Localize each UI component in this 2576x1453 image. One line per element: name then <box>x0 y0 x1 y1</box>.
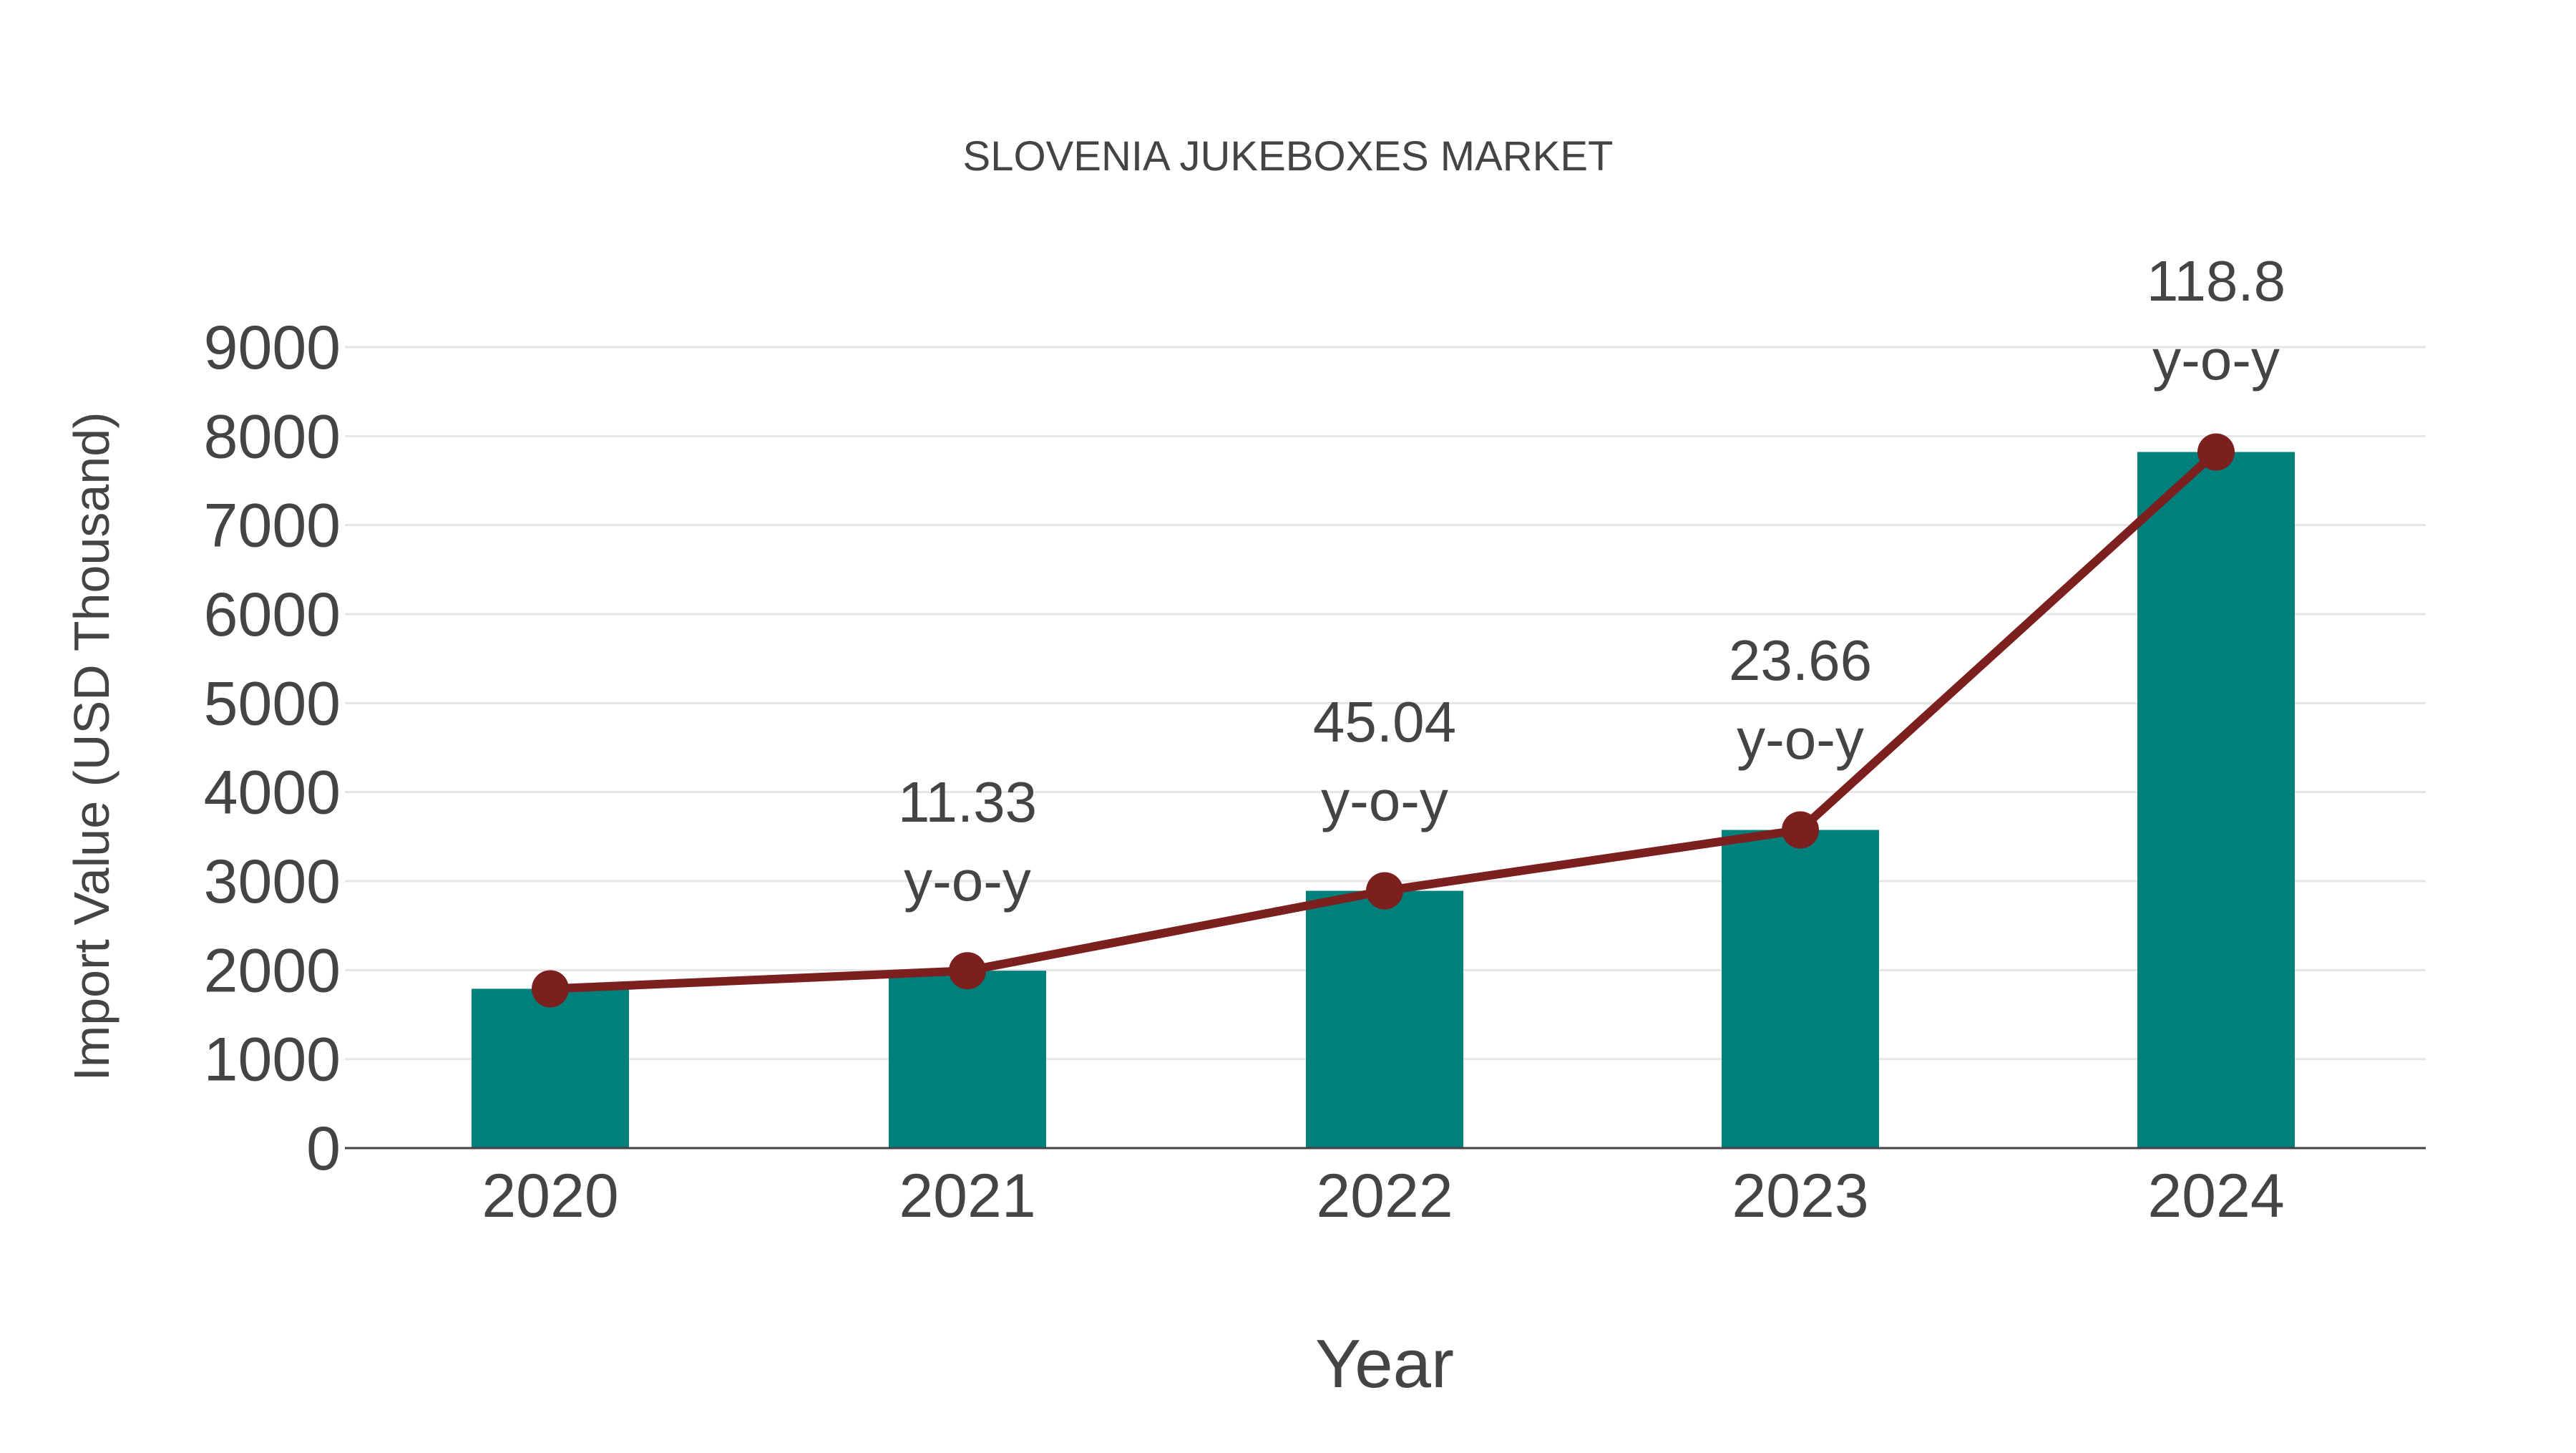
y-tick-label: 0 <box>306 1114 341 1183</box>
y-tick-label: 8000 <box>204 402 341 471</box>
x-tick-label: 2024 <box>2147 1162 2284 1230</box>
x-axis-ticks: 2020 2021 2022 2023 2024 <box>482 1162 2284 1230</box>
y-tick-label: 6000 <box>204 580 341 649</box>
yoy-value: 45.04 <box>1313 690 1456 754</box>
yoy-suffix: y-o-y <box>2152 328 2280 392</box>
trend-marker <box>2197 433 2235 471</box>
gridlines <box>345 346 2426 1061</box>
trend-marker <box>1782 811 1819 849</box>
yoy-suffix: y-o-y <box>1737 707 1864 771</box>
bar-2023 <box>1722 830 1879 1148</box>
trend-marker <box>532 970 569 1008</box>
y-tick-label: 2000 <box>204 936 341 1005</box>
trend-line <box>532 433 2235 1008</box>
trend-marker <box>1366 872 1403 910</box>
y-axis-ticks: 0 1000 2000 3000 4000 5000 6000 7000 8000 9000 <box>204 314 341 1183</box>
x-tick-label: 2021 <box>899 1162 1035 1230</box>
x-tick-label: 2023 <box>1732 1162 1868 1230</box>
y-axis-label: Import Value (USD Thousand) <box>64 412 119 1081</box>
yoy-value: 118.8 <box>2147 249 2285 313</box>
y-tick-label: 9000 <box>204 314 341 382</box>
bar-2022 <box>1306 890 1463 1148</box>
x-tick-label: 2020 <box>482 1162 618 1230</box>
yoy-value: 23.66 <box>1729 628 1872 692</box>
bars <box>472 452 2295 1148</box>
bar-2021 <box>889 971 1046 1148</box>
y-tick-label: 1000 <box>204 1026 341 1094</box>
trend-marker <box>949 952 986 990</box>
yoy-value: 11.33 <box>898 770 1037 834</box>
bar-2024 <box>2137 452 2295 1148</box>
yoy-suffix: y-o-y <box>1321 769 1448 832</box>
y-tick-label: 4000 <box>204 759 341 827</box>
yoy-annotations: 11.33 y-o-y 45.04 y-o-y 23.66 y-o-y 118.8 y-o-y <box>898 249 2285 913</box>
x-tick-label: 2022 <box>1316 1162 1453 1230</box>
y-tick-label: 7000 <box>204 492 341 560</box>
yoy-suffix: y-o-y <box>904 849 1031 913</box>
y-tick-label: 5000 <box>204 669 341 738</box>
chart-title: SLOVENIA JUKEBOXES MARKET <box>963 133 1614 180</box>
x-axis-label: Year <box>1315 1326 1454 1402</box>
bar-2020 <box>472 988 629 1148</box>
y-tick-label: 3000 <box>204 847 341 916</box>
